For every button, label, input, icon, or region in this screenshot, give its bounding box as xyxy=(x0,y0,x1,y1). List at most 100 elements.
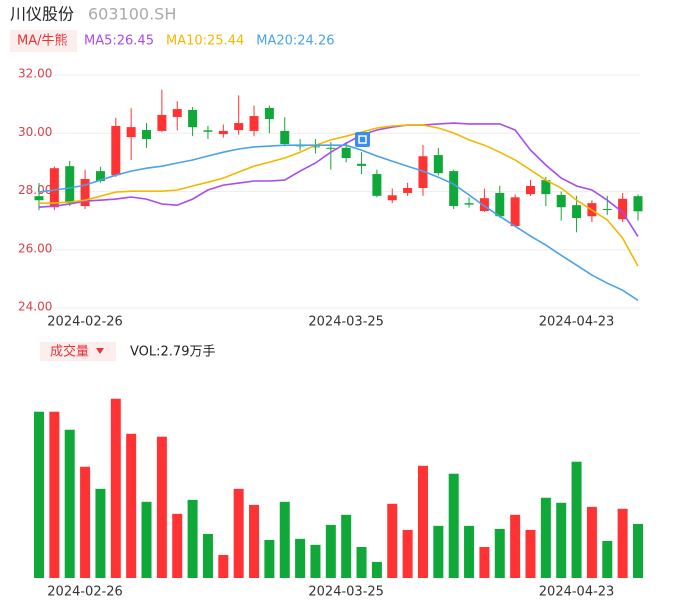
volume-bar xyxy=(525,529,536,578)
candle-body xyxy=(264,107,274,119)
candle-body xyxy=(449,171,459,207)
candle-body xyxy=(433,155,443,174)
dropdown-arrow[interactable] xyxy=(96,348,104,354)
volume-bar xyxy=(34,411,44,578)
candle-body xyxy=(510,197,520,227)
candle-body xyxy=(403,188,413,193)
candle-body xyxy=(111,125,121,176)
volume-value: VOL:2.79万手 xyxy=(130,345,215,360)
volume-label[interactable]: 成交量 xyxy=(50,344,89,360)
x-tick-label: 2024-02-26 xyxy=(47,585,123,600)
candle-body xyxy=(188,109,198,128)
ma-line xyxy=(39,124,639,267)
x-tick-label: 2024-03-25 xyxy=(308,315,384,330)
volume-bar xyxy=(325,524,336,578)
legend-entry: MA5:26.45 xyxy=(84,34,154,49)
candle-body xyxy=(49,168,59,208)
stock-code: 603100.SH xyxy=(88,5,176,24)
candle-body xyxy=(249,116,259,131)
marker-glyph xyxy=(358,135,367,144)
candle-body xyxy=(280,130,290,145)
volume-bar xyxy=(494,528,505,578)
volume-bar xyxy=(571,461,582,578)
y-tick-label: 32.00 xyxy=(18,67,52,81)
ma-line xyxy=(38,144,639,302)
legend-entry: MA20:24.26 xyxy=(256,34,334,49)
candle-body xyxy=(95,171,105,182)
volume-bar xyxy=(387,503,398,578)
ma-line xyxy=(38,122,639,238)
y-tick-label: 26.00 xyxy=(18,241,52,255)
volume-bar xyxy=(341,514,352,578)
volume-bar xyxy=(479,546,490,578)
legend-entry: MA10:25.44 xyxy=(166,34,244,49)
candle-body xyxy=(326,147,336,149)
volume-bar xyxy=(310,544,321,578)
volume-bar xyxy=(633,523,643,578)
volume-bar xyxy=(49,411,60,578)
volume-bar xyxy=(264,540,275,578)
indicator-label[interactable]: MA/牛熊 xyxy=(17,33,68,49)
volume-bar xyxy=(371,561,382,578)
y-tick-label: 28.00 xyxy=(18,183,52,197)
candle-body xyxy=(34,196,44,201)
candle-body xyxy=(65,166,75,204)
candle-body xyxy=(633,196,643,212)
candle-body xyxy=(172,109,182,117)
candle-body xyxy=(479,198,489,212)
volume-bar xyxy=(187,499,198,578)
volume-bar xyxy=(448,473,459,578)
volume-bar xyxy=(110,398,121,578)
candle-body xyxy=(142,130,152,140)
x-tick-label: 2024-02-26 xyxy=(47,315,123,330)
volume-bar xyxy=(556,502,567,578)
volume-bar xyxy=(126,433,137,578)
volume-bar xyxy=(402,529,413,578)
candle-body xyxy=(126,127,136,138)
candle-body xyxy=(525,185,535,195)
volume-bar xyxy=(249,504,260,578)
volume-bar xyxy=(202,534,213,578)
volume-bar xyxy=(417,465,428,578)
volume-bar xyxy=(586,506,597,578)
volume-bar xyxy=(464,525,475,578)
volume-bar xyxy=(141,501,152,578)
marker-icon[interactable] xyxy=(355,132,370,147)
indicator-box[interactable] xyxy=(10,30,77,52)
volume-bar xyxy=(617,508,628,578)
volume-bar xyxy=(279,501,290,578)
volume-bar xyxy=(433,525,444,578)
candle-body xyxy=(203,130,213,132)
stock-name: 川仪股份 xyxy=(10,5,74,24)
candle-body xyxy=(341,147,351,159)
candle-body xyxy=(310,146,320,148)
candle-body xyxy=(572,205,582,219)
candle-body xyxy=(387,195,397,201)
volume-bar xyxy=(95,488,106,578)
x-tick-label: 2024-04-23 xyxy=(539,315,615,330)
volume-bar xyxy=(233,488,244,578)
volume-bar xyxy=(295,538,306,578)
y-tick-label: 24.00 xyxy=(18,300,52,314)
candle-body xyxy=(234,123,244,131)
volume-bar xyxy=(540,497,551,578)
volume-bar xyxy=(356,546,367,578)
y-tick-label: 30.00 xyxy=(18,125,52,139)
volume-bar xyxy=(602,540,613,578)
x-tick-label: 2024-04-23 xyxy=(539,585,615,600)
candle-body xyxy=(372,174,382,196)
volume-bar xyxy=(80,466,91,578)
volume-box[interactable] xyxy=(40,342,116,361)
candle-body xyxy=(541,180,551,195)
volume-bar xyxy=(156,436,167,578)
candle-body xyxy=(464,203,474,205)
candle-body xyxy=(618,198,628,220)
candle-body xyxy=(80,178,90,207)
candle-body xyxy=(157,114,167,131)
candle-body xyxy=(418,156,428,189)
candle-body xyxy=(357,163,367,166)
candle-body xyxy=(602,208,612,210)
candle-body xyxy=(218,130,228,135)
volume-bar xyxy=(218,554,229,578)
